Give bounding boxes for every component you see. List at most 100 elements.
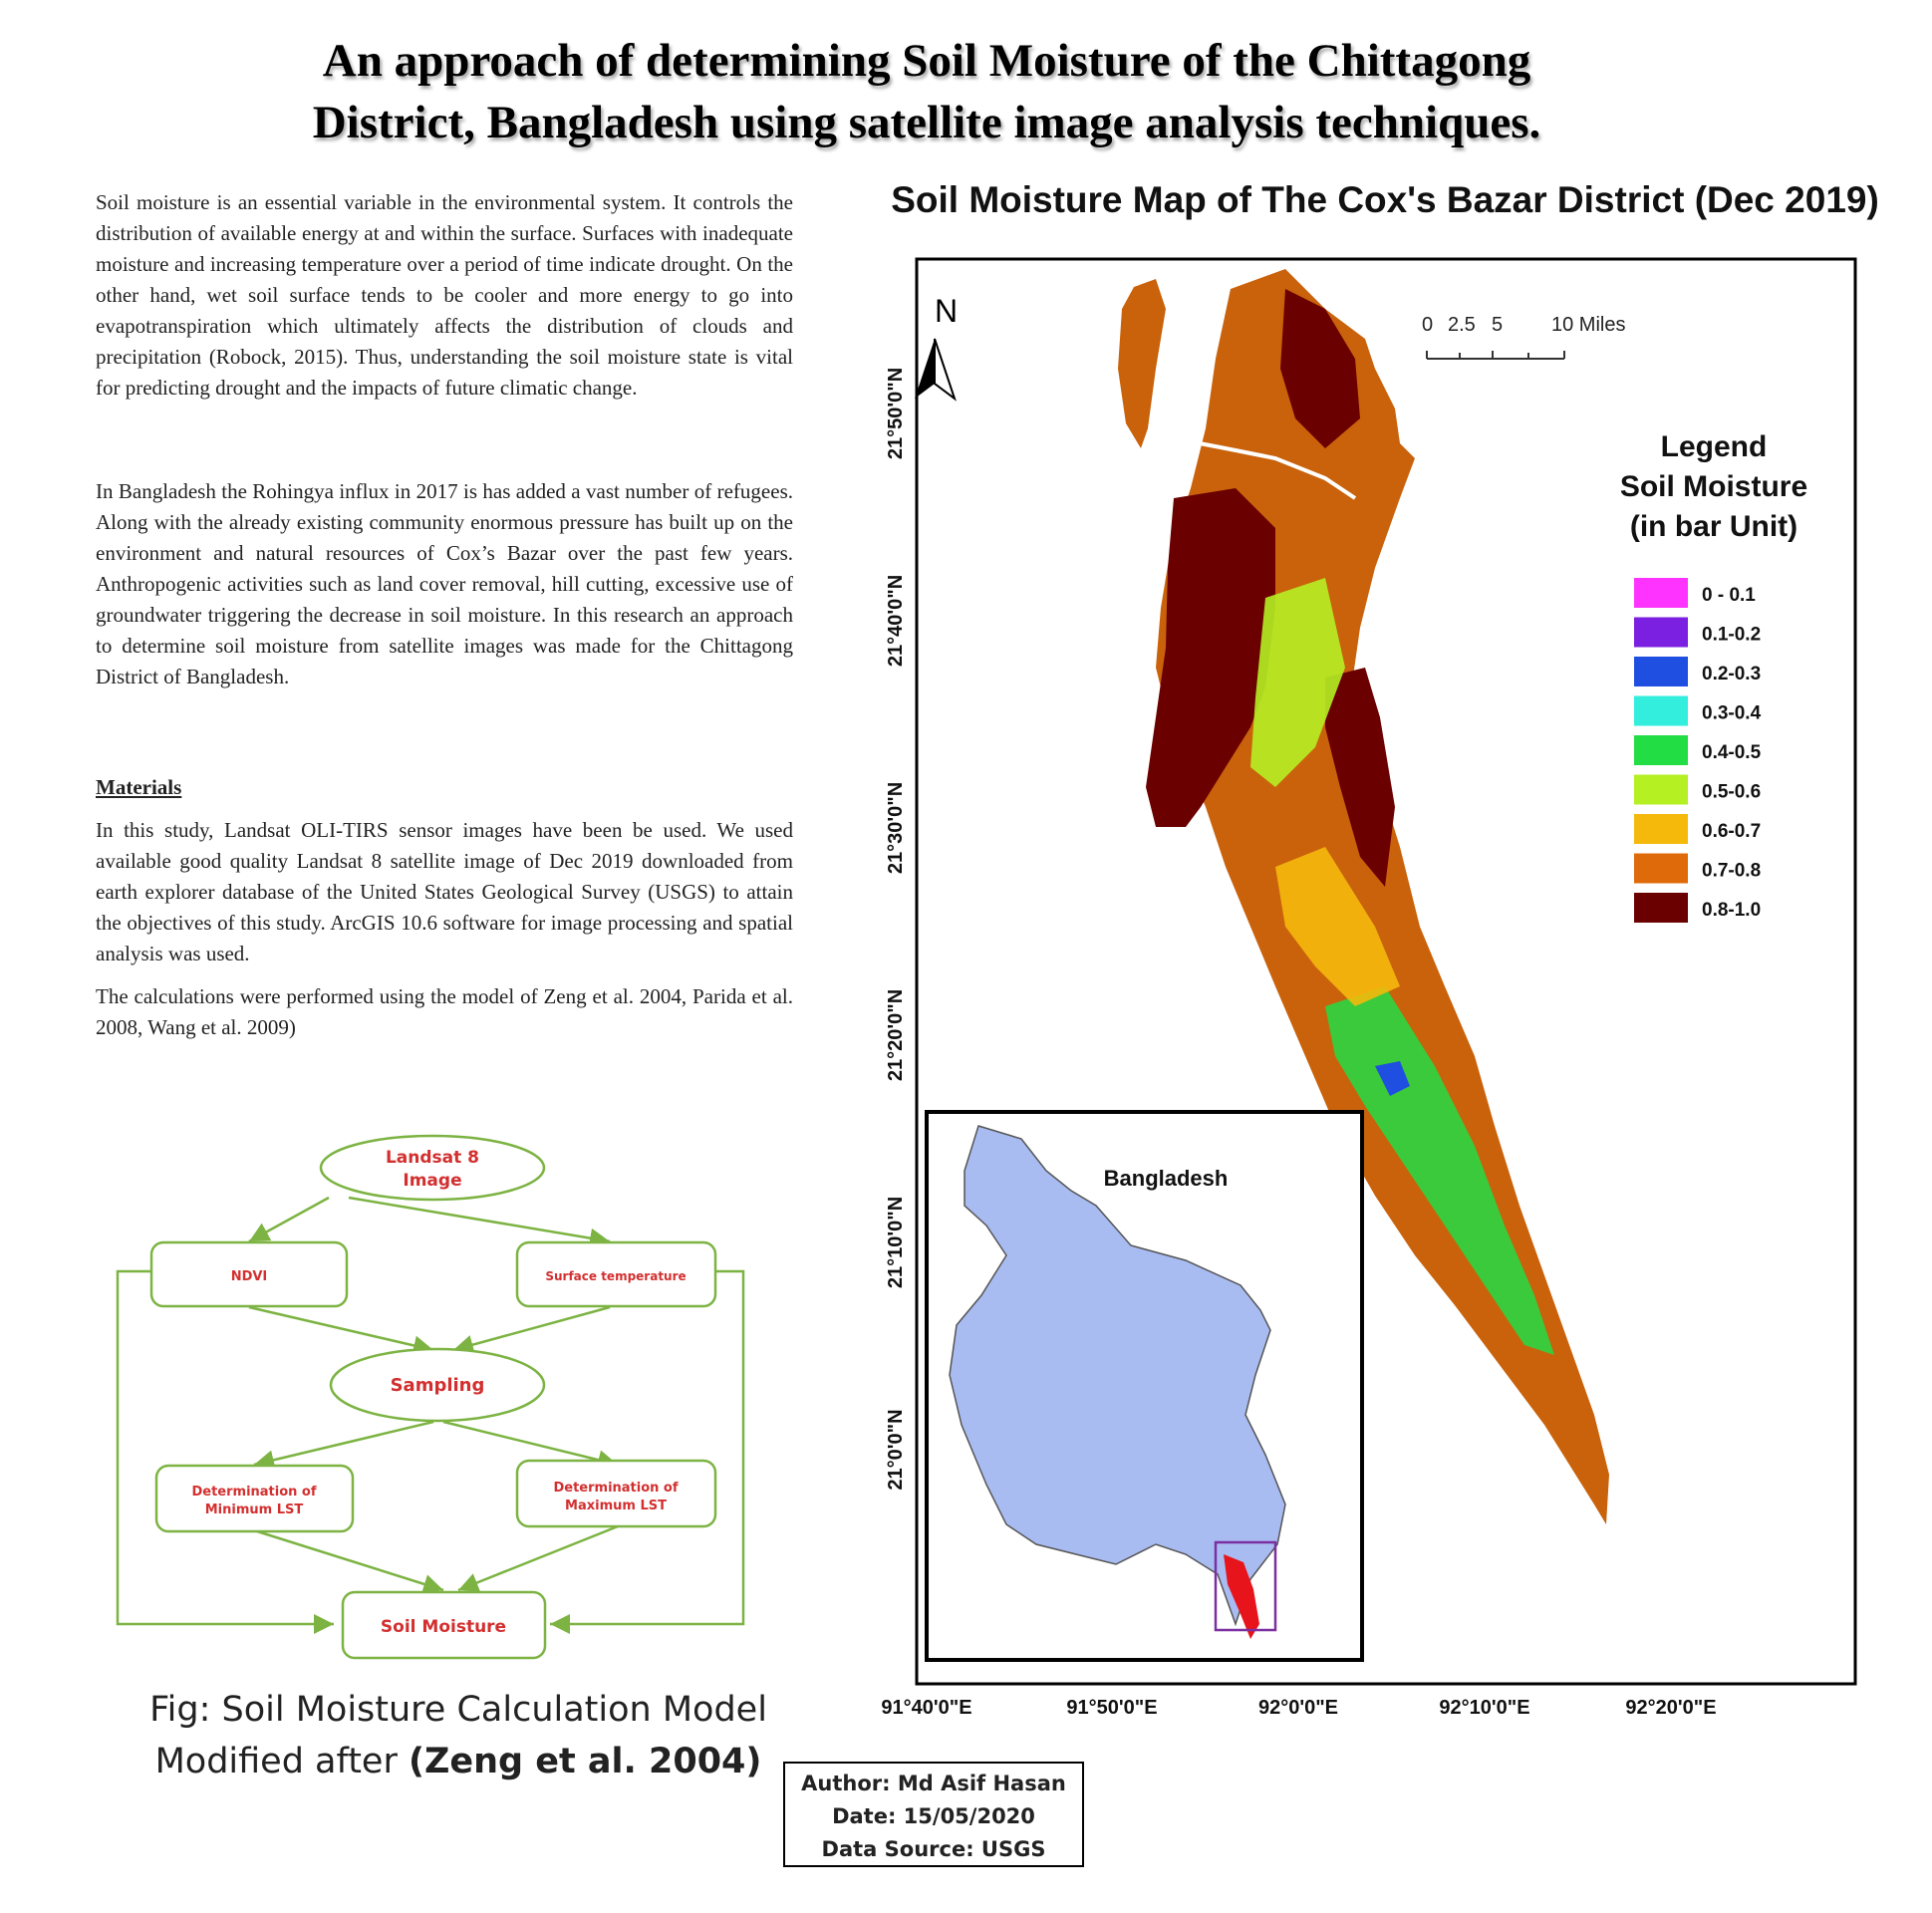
figure-caption-line2: Modified after (Zeng et al. 2004) xyxy=(80,1736,837,1787)
lat-label-6: 21°0'0"N xyxy=(885,1409,907,1490)
node-min-line1: Determination of xyxy=(191,1485,316,1500)
legend-label-0: 0 - 0.1 xyxy=(1702,585,1756,606)
author-source: Data Source: USGS xyxy=(821,1837,1046,1861)
legend-swatch-7 xyxy=(1634,853,1688,884)
yellow-patch-south xyxy=(1275,847,1400,1006)
lat-label-1: 21°50'0"N xyxy=(885,368,907,459)
caption-citation: (Zeng et al. 2004) xyxy=(408,1742,762,1781)
legend-items: 0 - 0.1 0.1-0.2 0.2-0.3 0.3-0.4 0.4-0.5 0.5-0… xyxy=(1634,578,1762,923)
legend-unit: (in bar Unit) xyxy=(1630,510,1797,543)
lon-label-4: 92°10'0"E xyxy=(1439,1697,1529,1719)
node-landsat-line2: Image xyxy=(403,1171,461,1191)
legend-label-2: 0.2-0.3 xyxy=(1702,664,1761,684)
lat-label-2: 21°40'0"N xyxy=(885,575,907,667)
figure-caption: Fig: Soil Moisture Calculation Model Mod… xyxy=(80,1684,837,1787)
caption-plain: Modified after xyxy=(154,1742,409,1781)
inset-map: Bangladesh xyxy=(925,1110,1364,1662)
coxs-bazar-highlight xyxy=(1224,1554,1259,1639)
legend-label-3: 0.3-0.4 xyxy=(1702,703,1762,724)
soil-moisture-map: N 0 2.5 5 10 Miles Legend Soil Moisture … xyxy=(881,257,1857,1719)
node-sampling xyxy=(329,1347,546,1423)
node-landsat-line1: Landsat 8 xyxy=(386,1148,479,1168)
arrow-ndvi-sampling xyxy=(248,1305,434,1356)
scale-label-2-5: 2.5 xyxy=(1448,314,1476,336)
poster-title-line2: District, Bangladesh using satellite ima… xyxy=(312,97,1541,148)
river xyxy=(1173,436,1357,500)
legend-swatch-3 xyxy=(1634,695,1688,726)
legend-label-4: 0.4-0.5 xyxy=(1702,742,1762,763)
blue-patch xyxy=(1375,1061,1410,1096)
scale-label-5: 5 xyxy=(1492,314,1503,336)
intro-paragraph: Soil moisture is an essential variable i… xyxy=(96,190,793,400)
author-date: Date: 15/05/2020 xyxy=(832,1804,1035,1828)
arrow-surface-sampling xyxy=(452,1305,611,1355)
author-box: Author: Md Asif Hasan Date: 15/05/2020 D… xyxy=(783,1762,1084,1867)
figure-caption-line1: Fig: Soil Moisture Calculation Model xyxy=(149,1690,767,1730)
north-arrow-label: N xyxy=(935,293,958,329)
legend-swatch-2 xyxy=(1634,657,1688,686)
legend-swatch-6 xyxy=(1634,814,1688,844)
arrow-sampling-max xyxy=(442,1420,619,1470)
legend-swatch-8 xyxy=(1634,893,1688,923)
poster-title-line1: An approach of determining Soil Moisture… xyxy=(322,35,1531,87)
inset-label: Bangladesh xyxy=(1104,1166,1229,1191)
latitude-labels: 21°50'0"N 21°40'0"N 21°30'0"N 21°20'0"N … xyxy=(885,368,907,1491)
scale-label-10: 10 Miles xyxy=(1551,314,1625,336)
legend-label-8: 0.8-1.0 xyxy=(1702,900,1761,921)
lon-label-2: 91°50'0"E xyxy=(1066,1697,1157,1719)
node-landsat xyxy=(319,1134,546,1202)
green-patch-central xyxy=(1250,578,1345,787)
legend-swatch-5 xyxy=(1634,774,1688,805)
node-surface-label: Surface temperature xyxy=(545,1269,686,1283)
hill-region-central xyxy=(1325,668,1395,887)
legend-subtitle: Soil Moisture xyxy=(1620,470,1807,503)
node-surface-temperature xyxy=(515,1240,717,1308)
north-arrow-outline-icon xyxy=(934,338,957,402)
longitude-labels: 91°40'0"E 91°50'0"E 92°0'0"E 92°10'0"E 9… xyxy=(881,1697,1716,1719)
legend-label-1: 0.1-0.2 xyxy=(1702,625,1761,646)
legend-swatch-4 xyxy=(1634,735,1688,765)
materials-heading: Materials xyxy=(96,775,182,799)
model-paragraph: The calculations were performed using th… xyxy=(96,984,793,1039)
node-soil-moisture xyxy=(341,1590,547,1660)
node-ndvi xyxy=(149,1240,349,1308)
arrow-landsat-surface xyxy=(348,1196,611,1248)
node-ndvi-label: NDVI xyxy=(231,1269,268,1284)
materials-paragraph: In this study, Landsat OLI-TIRS sensor i… xyxy=(96,818,793,965)
scale-bar: 0 2.5 5 10 Miles xyxy=(1422,314,1625,360)
lat-label-5: 21°10'0"N xyxy=(885,1197,907,1288)
flowchart: Landsat 8 Image NDVI Surface temperature… xyxy=(116,1134,745,1660)
map-title: Soil Moisture Map of The Cox's Bazar Dis… xyxy=(891,179,1879,220)
legend-label-6: 0.6-0.7 xyxy=(1702,821,1761,842)
node-min-lst xyxy=(154,1464,355,1533)
node-soil-label: Soil Moisture xyxy=(381,1617,506,1637)
arrow-min-soil xyxy=(253,1528,444,1594)
legend-label-7: 0.7-0.8 xyxy=(1702,861,1761,882)
lon-label-1: 91°40'0"E xyxy=(881,1697,971,1719)
legend-title: Legend xyxy=(1661,430,1768,463)
lat-label-4: 21°20'0"N xyxy=(885,989,907,1081)
island-shape xyxy=(1146,488,1275,827)
lon-label-3: 92°0'0"E xyxy=(1258,1697,1338,1719)
legend-swatch-1 xyxy=(1634,617,1688,648)
rohingya-paragraph: In Bangladesh the Rohingya influx in 201… xyxy=(96,479,793,688)
node-max-line1: Determination of xyxy=(553,1481,678,1496)
inset-highlight-box xyxy=(1214,1540,1277,1632)
node-max-lst xyxy=(515,1459,717,1528)
legend-label-5: 0.5-0.6 xyxy=(1702,782,1761,803)
north-arrow-icon xyxy=(915,339,935,399)
lat-label-3: 21°30'0"N xyxy=(885,782,907,874)
node-max-line2: Maximum LST xyxy=(565,1499,667,1513)
arrow-ndvi-soil xyxy=(116,1269,334,1634)
arrow-max-soil xyxy=(457,1524,619,1592)
legend-swatch-0 xyxy=(1634,578,1688,608)
arrow-surface-soil xyxy=(550,1269,745,1634)
legend: Legend Soil Moisture (in bar Unit) xyxy=(1620,430,1807,543)
node-min-line2: Minimum LST xyxy=(205,1503,304,1517)
author-name: Author: Md Asif Hasan xyxy=(801,1772,1066,1795)
node-sampling-label: Sampling xyxy=(391,1375,485,1396)
scale-label-0: 0 xyxy=(1422,314,1433,336)
hill-region-north xyxy=(1280,289,1360,448)
lon-label-5: 92°20'0"E xyxy=(1625,1697,1716,1719)
arrow-sampling-min xyxy=(253,1420,434,1471)
